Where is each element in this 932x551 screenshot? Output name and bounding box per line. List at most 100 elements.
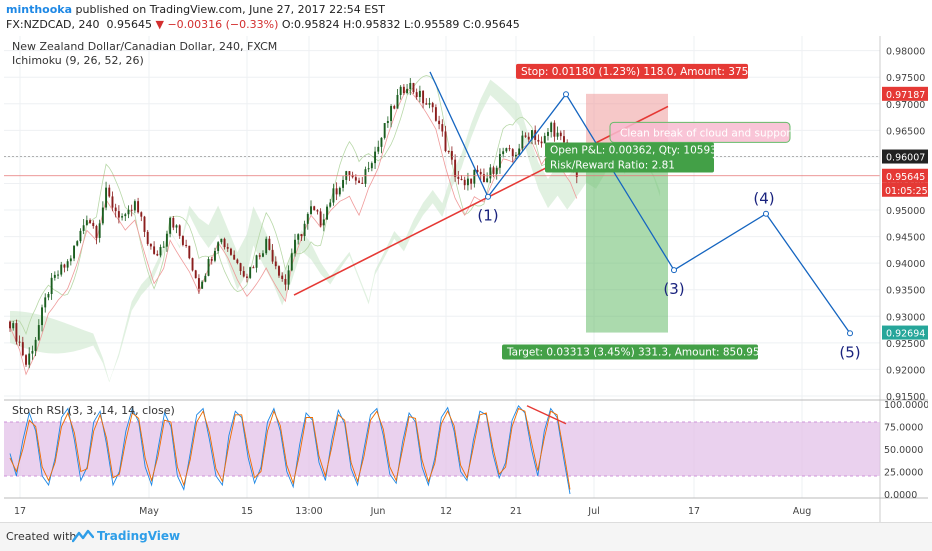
author-link[interactable]: minthooka bbox=[6, 3, 73, 16]
candle-body bbox=[213, 250, 216, 261]
candle-body bbox=[303, 223, 306, 237]
candle-body bbox=[537, 139, 540, 142]
candle-body bbox=[249, 267, 252, 278]
trendline bbox=[293, 105, 669, 296]
price-chart-svg[interactable]: (1) (3) (4) (5) Clean break of cloud and sup… bbox=[4, 36, 929, 522]
candle-body bbox=[399, 86, 402, 95]
rsi-band bbox=[4, 422, 880, 476]
candle-body bbox=[380, 137, 383, 147]
candle-body bbox=[159, 247, 162, 256]
candle-body bbox=[575, 170, 578, 177]
candle-body bbox=[495, 167, 498, 174]
candle-body bbox=[197, 278, 200, 289]
countdown-text: 01:05:25 bbox=[885, 186, 928, 197]
price-label-bg bbox=[882, 168, 928, 183]
candle-body bbox=[431, 103, 434, 108]
candle-body bbox=[463, 179, 466, 186]
candle-body bbox=[466, 178, 469, 186]
pnl-label-bg bbox=[545, 142, 714, 158]
change-value: −0.00316 (−0.33%) bbox=[167, 18, 279, 31]
candle-body bbox=[217, 242, 220, 251]
candle-body bbox=[278, 266, 280, 276]
candle-body bbox=[194, 270, 197, 279]
x-tick-label: 13:00 bbox=[295, 506, 322, 517]
elliott-wave-path bbox=[429, 71, 851, 334]
candle-body bbox=[44, 297, 47, 308]
candle-body bbox=[28, 353, 31, 365]
target-label: Target: 0.03313 (3.45%) 331.3, Amount: 8… bbox=[502, 344, 760, 360]
candle-body bbox=[319, 211, 322, 226]
candle-body bbox=[316, 210, 319, 212]
price-label-text: 0.95645 bbox=[886, 172, 925, 183]
candle-body bbox=[268, 238, 271, 250]
candle-body bbox=[50, 277, 53, 294]
y-tick-label: 0.91500 bbox=[886, 392, 925, 403]
candle-body bbox=[482, 174, 485, 183]
candle-body bbox=[95, 226, 98, 238]
candle-body bbox=[239, 263, 242, 272]
candle-body bbox=[364, 169, 367, 184]
candle-body bbox=[374, 151, 377, 164]
candle-body bbox=[15, 323, 18, 342]
candle-body bbox=[479, 171, 482, 175]
y-tick-label: 0.92000 bbox=[886, 365, 925, 376]
x-tick-label: Jun bbox=[370, 506, 386, 517]
chart-header: minthooka published on TradingView.com, … bbox=[0, 0, 932, 34]
wave-point bbox=[763, 210, 769, 217]
pnl-label-text: Open P&L: 0.00362, Qty: 10593 bbox=[550, 145, 717, 157]
candle-body bbox=[470, 178, 473, 184]
wave-point bbox=[563, 91, 569, 98]
candle-body bbox=[255, 255, 258, 268]
candle-body bbox=[329, 202, 332, 207]
candle-body bbox=[223, 238, 226, 248]
candle-body bbox=[460, 178, 463, 180]
candle-body bbox=[454, 159, 457, 177]
main-chart-title: New Zealand Dollar/Canadian Dollar, 240,… bbox=[12, 40, 277, 53]
candle-body bbox=[210, 259, 213, 261]
candle-body bbox=[428, 103, 431, 105]
chart-area[interactable]: (1) (3) (4) (5) Clean break of cloud and sup… bbox=[4, 36, 929, 522]
candle-body bbox=[175, 225, 178, 228]
candle-body bbox=[133, 201, 136, 211]
x-tick-label: 21 bbox=[510, 506, 522, 517]
candle-body bbox=[300, 234, 303, 237]
candle-body bbox=[274, 261, 277, 267]
wave-label: (1) bbox=[477, 207, 498, 225]
stoch-rsi-title: Stoch RSI (3, 3, 14, 14, close) bbox=[12, 404, 175, 417]
candle-body bbox=[172, 217, 175, 228]
publish-line: minthooka published on TradingView.com, … bbox=[6, 3, 385, 16]
candle-body bbox=[181, 235, 184, 245]
candle-body bbox=[354, 177, 357, 181]
candle-body bbox=[124, 214, 127, 217]
candle-body bbox=[543, 135, 546, 144]
candle-body bbox=[531, 130, 533, 140]
y-tick-label: 0.92500 bbox=[886, 339, 925, 350]
candle-body bbox=[326, 206, 328, 220]
candle-body bbox=[242, 271, 245, 277]
candle-body bbox=[383, 123, 386, 138]
candle-body bbox=[521, 135, 524, 149]
candle-body bbox=[386, 121, 389, 124]
tradingview-brand[interactable]: TradingView bbox=[97, 529, 181, 543]
candle-body bbox=[441, 124, 444, 132]
candle-body bbox=[492, 167, 495, 174]
candle-body bbox=[361, 182, 364, 184]
candle-body bbox=[207, 259, 210, 276]
ichimoku-label: Ichimoku (9, 26, 52, 26) bbox=[12, 54, 144, 67]
candle-body bbox=[418, 90, 421, 97]
candle-body bbox=[415, 92, 418, 97]
candle-body bbox=[185, 244, 188, 246]
rsi-tick-label: 75.0000 bbox=[884, 423, 923, 434]
candle-body bbox=[508, 148, 511, 150]
candle-body bbox=[246, 276, 248, 278]
candle-body bbox=[434, 107, 437, 121]
candle-body bbox=[60, 264, 63, 275]
wave-point bbox=[671, 267, 677, 274]
candle-body bbox=[370, 163, 373, 169]
x-tick-label: 15 bbox=[241, 506, 253, 517]
wave-label: (4) bbox=[753, 190, 774, 208]
candle-body bbox=[92, 222, 95, 227]
countdown-bg bbox=[882, 182, 928, 197]
chikou-span-line bbox=[9, 75, 577, 336]
x-tick-label: May bbox=[139, 506, 159, 517]
